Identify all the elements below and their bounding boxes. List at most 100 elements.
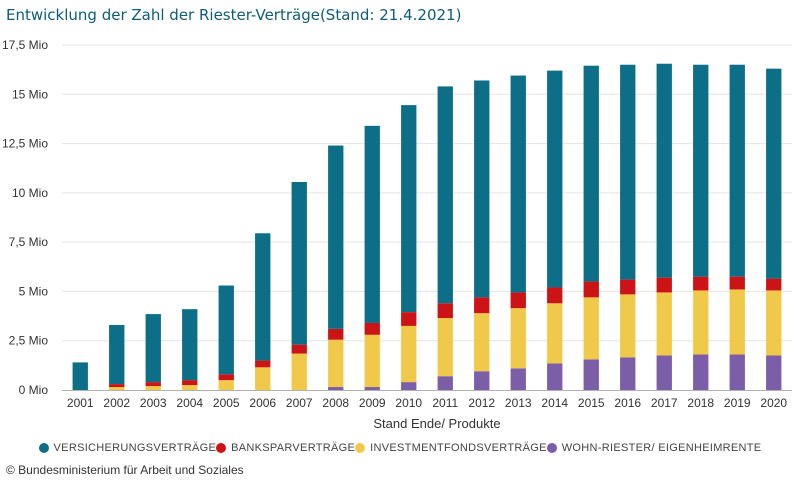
x-tick-label: 2003 [140, 396, 167, 410]
bar-segment[interactable] [437, 303, 453, 319]
bar-segment[interactable] [255, 233, 271, 361]
bar-segment[interactable] [620, 357, 636, 390]
bar-segment[interactable] [291, 182, 307, 345]
bar-segment[interactable] [693, 276, 709, 291]
x-tick-label: 2009 [359, 396, 386, 410]
bar-segment[interactable] [291, 353, 307, 390]
bar-segment[interactable] [364, 125, 380, 323]
bar-segment[interactable] [547, 287, 563, 304]
bar-segment[interactable] [328, 339, 344, 388]
bar-segment[interactable] [656, 292, 672, 356]
x-tick-label: 2018 [687, 396, 714, 410]
legend-item[interactable]: VERSICHERUNGSVERTRÄGE [38, 442, 217, 454]
legend-item[interactable]: INVESTMENTFONDSVERTRÄGE [355, 442, 547, 454]
bar-segment[interactable] [364, 334, 380, 388]
legend-item[interactable]: BANKSPARVERTRÄGE [216, 442, 355, 454]
legend-marker-icon [38, 443, 49, 453]
bar-segment[interactable] [328, 145, 344, 329]
x-tick-label: 2014 [541, 396, 568, 410]
y-tick-label: 2,5 Mio [9, 334, 49, 348]
bars [72, 63, 782, 391]
legend-label: BANKSPARVERTRÄGE [231, 442, 356, 454]
bar-segment[interactable] [328, 328, 344, 340]
bar-segment[interactable] [109, 384, 125, 388]
bar-segment[interactable] [510, 75, 526, 293]
y-tick-label: 5 Mio [19, 284, 49, 298]
bar-segment[interactable] [693, 64, 709, 277]
bar-segment[interactable] [547, 363, 563, 390]
x-axis-tick-labels: 2001 2002 2003 2004 2005 2006 2007 2008 2009 2010… [67, 396, 788, 410]
y-tick-label: 15 Mio [12, 87, 48, 101]
legend-label: INVESTMENTFONDSVERTRÄGE [370, 442, 547, 454]
bar-segment[interactable] [547, 70, 563, 288]
x-tick-label: 2004 [176, 396, 203, 410]
x-tick-label: 2012 [468, 396, 495, 410]
bar-segment[interactable] [656, 355, 672, 391]
bar-segment[interactable] [401, 325, 417, 383]
bar-segment[interactable] [766, 290, 782, 356]
bar-segment[interactable] [620, 64, 636, 280]
bar-segment[interactable] [145, 314, 161, 383]
x-tick-label: 2007 [286, 396, 313, 410]
bar-segment[interactable] [72, 362, 88, 390]
bar-segment[interactable] [474, 371, 490, 390]
bar-segment[interactable] [510, 292, 526, 309]
bar-segment[interactable] [218, 374, 234, 381]
bar-segment[interactable] [291, 344, 307, 354]
bar-segment[interactable] [583, 65, 599, 282]
bar-segment[interactable] [510, 308, 526, 369]
bar-segment[interactable] [766, 278, 782, 291]
bar-segment[interactable] [729, 354, 745, 390]
bar-segment[interactable] [583, 359, 599, 390]
bar-segment[interactable] [729, 64, 745, 277]
bar-segment[interactable] [437, 318, 453, 377]
y-axis-tick-labels: 0 Mio 2,5 Mio 5 Mio 7,5 Mio 10 Mio 12,5 Mio 15… [2, 38, 48, 397]
bar-segment[interactable] [510, 368, 526, 390]
bar-segment[interactable] [656, 277, 672, 293]
legend-item[interactable]: WOHN-RIESTER/ EIGENHEIMRENTE [546, 442, 762, 454]
bar-segment[interactable] [401, 105, 417, 313]
bar-segment[interactable] [583, 297, 599, 360]
bar-segment[interactable] [620, 294, 636, 358]
bar-segment[interactable] [583, 281, 599, 298]
bar-segment[interactable] [109, 324, 125, 385]
bar-segment[interactable] [218, 380, 234, 390]
bar-segment[interactable] [182, 385, 198, 390]
bar-segment[interactable] [474, 80, 490, 298]
bar-segment[interactable] [328, 387, 344, 390]
x-tick-label: 2005 [213, 396, 240, 410]
bar-segment[interactable] [766, 355, 782, 391]
bar-segment[interactable] [729, 276, 745, 290]
x-tick-label: 2020 [760, 396, 787, 410]
bar-segment[interactable] [182, 309, 198, 381]
bar-segment[interactable] [364, 387, 380, 390]
bar-segment[interactable] [255, 367, 271, 390]
x-tick-label: 2001 [67, 396, 94, 410]
bar-segment[interactable] [437, 376, 453, 390]
bar-segment[interactable] [255, 360, 271, 368]
bar-segment[interactable] [620, 279, 636, 295]
copyright-notice: © Bundesministerium für Arbeit und Sozia… [6, 463, 244, 477]
bar-segment[interactable] [547, 303, 563, 364]
bar-segment[interactable] [729, 289, 745, 355]
bar-segment[interactable] [693, 290, 709, 355]
bar-segment[interactable] [401, 382, 417, 390]
y-tick-label: 10 Mio [12, 186, 48, 200]
bar-segment[interactable] [401, 312, 417, 326]
bar-segment[interactable] [766, 68, 782, 279]
bar-segment[interactable] [182, 380, 198, 386]
bar-segment[interactable] [364, 322, 380, 335]
bar-segment[interactable] [145, 386, 161, 390]
bar-segment[interactable] [474, 313, 490, 372]
bar-segment[interactable] [218, 285, 234, 375]
bar-segment[interactable] [145, 382, 161, 387]
legend-label: WOHN-RIESTER/ EIGENHEIMRENTE [561, 442, 762, 454]
bar-segment[interactable] [693, 354, 709, 390]
legend-marker-icon [216, 443, 227, 453]
x-tick-label: 2011 [432, 396, 458, 410]
bar-segment[interactable] [109, 387, 125, 390]
bar-segment[interactable] [474, 297, 490, 314]
bar-segment[interactable] [656, 63, 672, 278]
bar-segment[interactable] [437, 86, 453, 304]
x-tick-label: 2017 [651, 396, 678, 410]
